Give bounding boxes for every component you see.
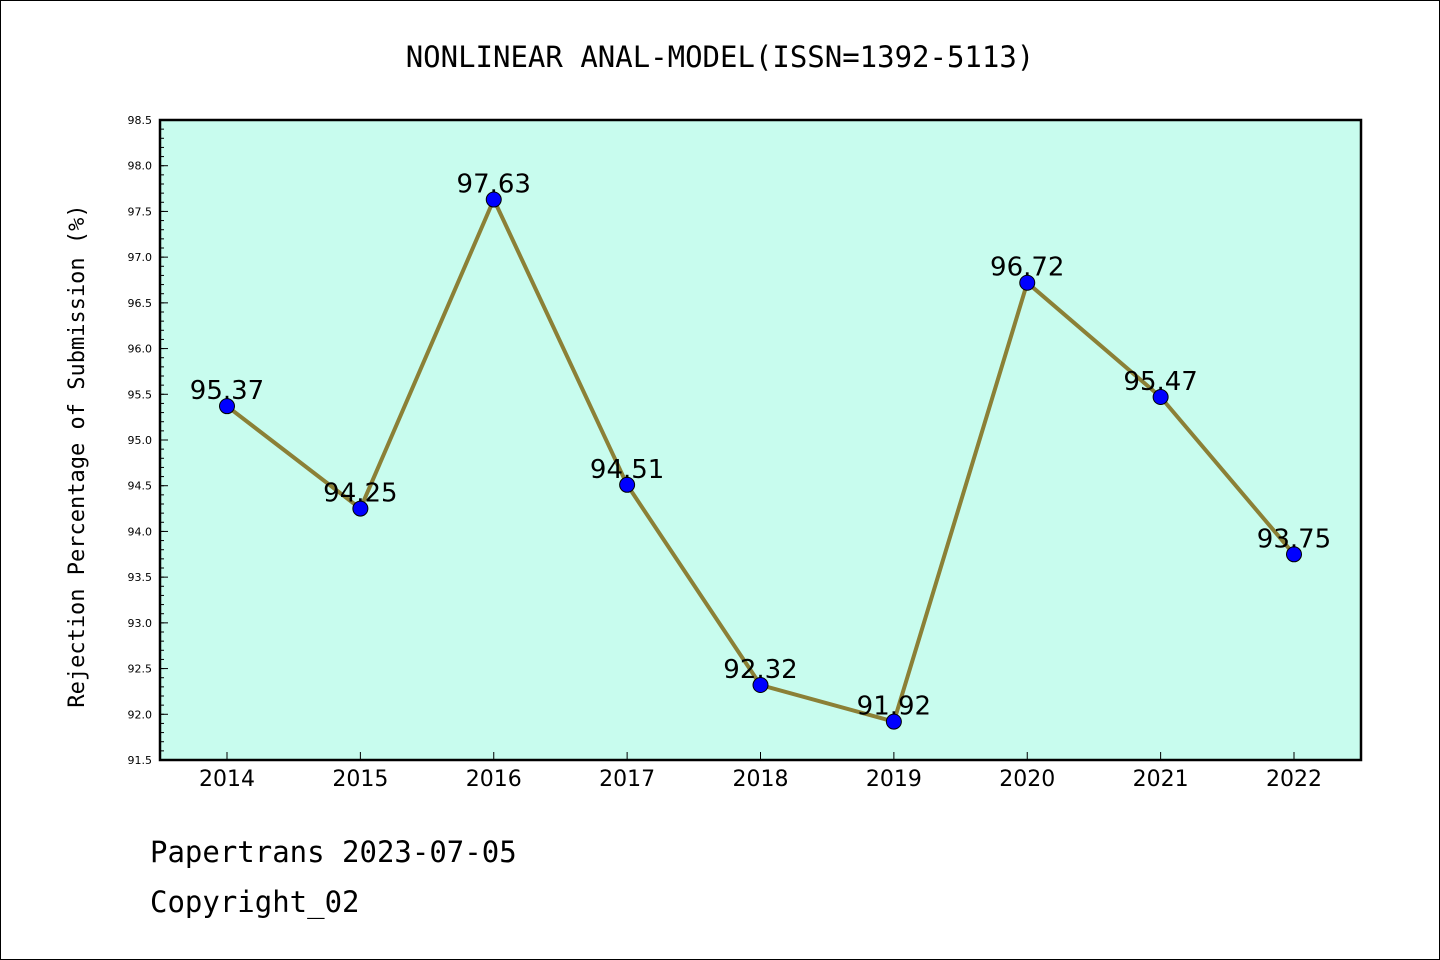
footer-date: Papertrans 2023-07-05 — [150, 835, 517, 869]
y-axis-label: Rejection Percentage of Submission (%) — [65, 204, 90, 707]
x-tick-label: 2015 — [332, 767, 388, 792]
x-tick-label: 2018 — [733, 767, 789, 792]
x-tick-label: 2021 — [1133, 767, 1189, 792]
footer-copyright: Copyright_02 — [150, 885, 360, 919]
x-tick-label: 2017 — [599, 767, 655, 792]
data-point — [619, 476, 636, 493]
data-point — [1019, 274, 1036, 291]
data-point — [752, 677, 769, 694]
x-tick-label: 2022 — [1266, 767, 1322, 792]
y-tick-label: 93.5 — [128, 571, 153, 584]
x-tick-label: 2014 — [199, 767, 255, 792]
data-point — [485, 191, 502, 208]
data-point — [352, 500, 369, 517]
data-label: 91.92 — [857, 692, 931, 722]
y-tick-label: 92.5 — [128, 663, 153, 676]
data-label: 95.47 — [1123, 367, 1197, 397]
y-tick-label: 96.5 — [128, 297, 153, 310]
x-tick-label: 2019 — [866, 767, 922, 792]
data-label: 94.25 — [323, 479, 397, 509]
y-tick-label: 93.0 — [128, 617, 153, 630]
y-tick-label: 97.5 — [128, 205, 153, 218]
plot-border — [158, 118, 1363, 762]
y-tick-label: 92.0 — [128, 708, 153, 721]
y-tick-label: 91.5 — [128, 754, 153, 767]
data-point — [219, 398, 235, 415]
y-tick-label: 98.5 — [128, 114, 153, 127]
data-label: 94.51 — [590, 455, 664, 485]
x-tick-label: 2016 — [466, 767, 522, 792]
y-tick-label: 94.0 — [128, 525, 153, 538]
y-tick-label: 95.0 — [128, 434, 153, 447]
plot-area — [160, 120, 1361, 760]
y-tick-label: 96.0 — [128, 343, 153, 356]
chart-title: NONLINEAR ANAL-MODEL(ISSN=1392-5113) — [406, 40, 1035, 74]
data-label: 95.37 — [190, 376, 264, 406]
y-tick-label: 95.5 — [128, 388, 153, 401]
data-point — [885, 713, 902, 730]
y-tick-label: 97.0 — [128, 251, 153, 264]
data-point — [1286, 546, 1302, 563]
data-label: 97.63 — [457, 170, 531, 200]
y-tick-label: 94.5 — [128, 480, 153, 493]
x-tick-label: 2020 — [999, 767, 1055, 792]
data-label: 96.72 — [990, 253, 1064, 283]
data-point — [1152, 389, 1169, 406]
y-tick-label: 98.0 — [128, 160, 153, 173]
data-label: 92.32 — [723, 655, 797, 685]
data-label: 93.75 — [1257, 524, 1331, 554]
